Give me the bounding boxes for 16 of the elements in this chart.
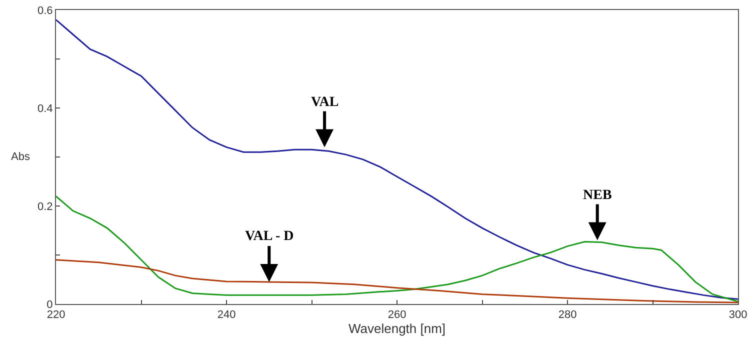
x-tick-label: 300 [728, 309, 748, 322]
annotation: VAL [311, 95, 339, 110]
x-tick-label: 220 [46, 309, 66, 322]
y-tick-label: 0.2 [38, 200, 53, 213]
annotation: VAL - D [245, 229, 294, 244]
line-series [56, 259, 738, 304]
line-series [56, 19, 738, 300]
x-tick-label: 260 [388, 309, 406, 322]
y-axis-title: Abs [11, 151, 30, 163]
y-tick-label: 0 [46, 298, 53, 311]
annotation: NEB [583, 188, 612, 203]
x-tick-label: 240 [217, 309, 236, 322]
x-axis-title: Wavelength [nm] [348, 321, 446, 336]
x-tick-label: 280 [558, 309, 577, 322]
y-tick-label: 0.6 [38, 4, 53, 17]
y-tick-label: 0.4 [38, 102, 53, 115]
